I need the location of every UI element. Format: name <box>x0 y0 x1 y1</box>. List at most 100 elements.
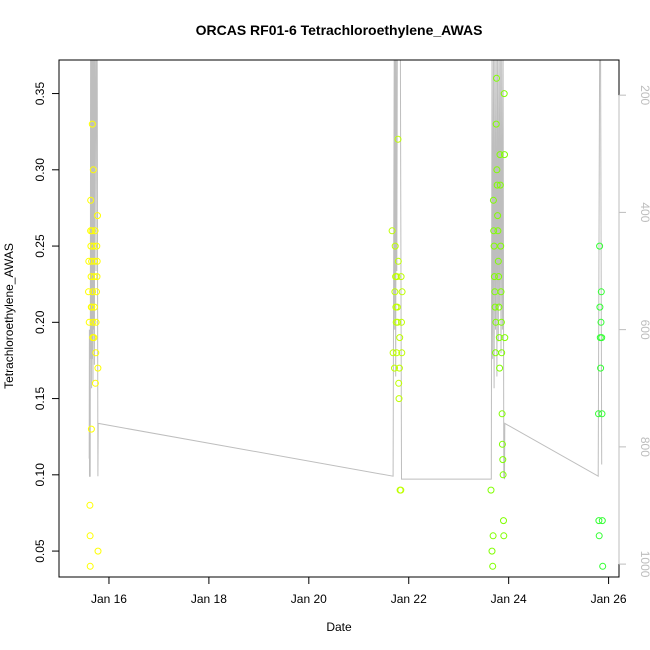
data-point <box>597 318 605 326</box>
data-point <box>597 288 605 296</box>
data-point <box>492 120 500 128</box>
x-tick-label: Jan 18 <box>191 592 227 606</box>
y-tick-label: 0.30 <box>33 158 47 182</box>
data-point <box>398 349 406 357</box>
data-point <box>493 74 500 82</box>
data-point <box>494 212 502 220</box>
data-point <box>393 349 401 357</box>
data-point <box>393 273 401 281</box>
data-point <box>597 364 605 372</box>
data-point <box>394 135 402 143</box>
data-point <box>88 303 96 311</box>
data-point <box>391 288 399 296</box>
y2-tick-label: 400 <box>638 202 650 222</box>
y-axis-label: Tetrachloroethylene_AWAS <box>2 243 16 389</box>
data-point <box>490 227 498 235</box>
x-tick-label: Jan 22 <box>391 592 427 606</box>
data-point <box>90 273 98 281</box>
data-points-layer <box>85 74 607 570</box>
data-point <box>490 273 498 281</box>
data-point <box>599 562 607 570</box>
data-point <box>396 334 404 342</box>
data-point <box>90 303 98 311</box>
data-point <box>86 501 94 509</box>
y-tick-label: 0.35 <box>33 82 47 106</box>
data-point <box>495 273 503 281</box>
data-point <box>90 242 98 250</box>
data-point <box>495 303 503 311</box>
data-point <box>497 318 505 326</box>
data-point <box>496 181 504 189</box>
data-point <box>94 547 102 555</box>
data-point <box>85 318 93 326</box>
data-point <box>89 166 97 174</box>
y-axis: 0.05 0.10 0.15 0.20 0.25 0.30 0.35 <box>33 82 60 563</box>
data-point <box>500 532 508 540</box>
data-point <box>89 288 97 296</box>
data-point <box>395 364 403 372</box>
data-point <box>85 288 92 296</box>
data-point <box>393 303 401 311</box>
chart-title: ORCAS RF01-6 Tetrachloroethylene_AWAS <box>196 22 483 38</box>
data-point <box>397 486 405 494</box>
data-point <box>86 562 94 570</box>
data-point <box>500 517 507 525</box>
data-point <box>598 517 606 525</box>
data-point <box>499 471 507 479</box>
data-point <box>90 334 98 342</box>
data-point <box>391 364 398 372</box>
data-point <box>92 349 100 357</box>
data-point <box>91 379 99 387</box>
data-point <box>94 364 102 372</box>
y-tick-label: 0.05 <box>33 539 47 563</box>
data-point <box>93 273 101 281</box>
data-point <box>497 242 505 250</box>
x-tick-label: Jan 20 <box>291 592 327 606</box>
y2-tick-label: 800 <box>638 437 650 457</box>
data-point <box>388 227 396 235</box>
data-point <box>494 257 502 265</box>
data-point <box>397 273 405 281</box>
data-point <box>91 257 99 265</box>
data-point <box>91 227 99 235</box>
data-point <box>394 257 402 265</box>
data-point <box>595 410 602 418</box>
data-point <box>89 318 97 326</box>
data-point <box>87 196 95 204</box>
data-point <box>389 349 397 357</box>
x-tick-label: Jan 26 <box>591 592 627 606</box>
data-point <box>92 318 100 326</box>
data-point <box>498 349 506 357</box>
y2-tick-label: 600 <box>638 320 650 340</box>
data-point <box>395 395 403 403</box>
data-point <box>398 318 405 326</box>
pressure-line-layer <box>88 59 603 480</box>
pressure-line <box>88 59 603 480</box>
data-point <box>496 364 504 372</box>
data-point <box>490 242 498 250</box>
data-point <box>489 196 497 204</box>
data-point <box>500 90 508 98</box>
data-point <box>487 486 495 494</box>
data-point <box>493 166 501 174</box>
data-point <box>598 334 606 342</box>
data-point <box>489 562 497 570</box>
data-point <box>93 242 101 250</box>
data-point <box>501 334 509 342</box>
data-point <box>595 532 603 540</box>
data-point <box>496 151 504 159</box>
x-tick-label: Jan 24 <box>491 592 527 606</box>
data-point <box>87 425 95 433</box>
y2-tick-label: 1000 <box>638 551 650 578</box>
data-point <box>498 440 506 448</box>
data-point <box>488 547 496 555</box>
y-tick-label: 0.25 <box>33 234 47 258</box>
data-point <box>394 318 402 326</box>
data-point <box>494 227 502 235</box>
data-point <box>93 288 100 296</box>
data-point <box>94 212 101 220</box>
data-point <box>86 532 94 540</box>
data-point <box>596 303 604 311</box>
